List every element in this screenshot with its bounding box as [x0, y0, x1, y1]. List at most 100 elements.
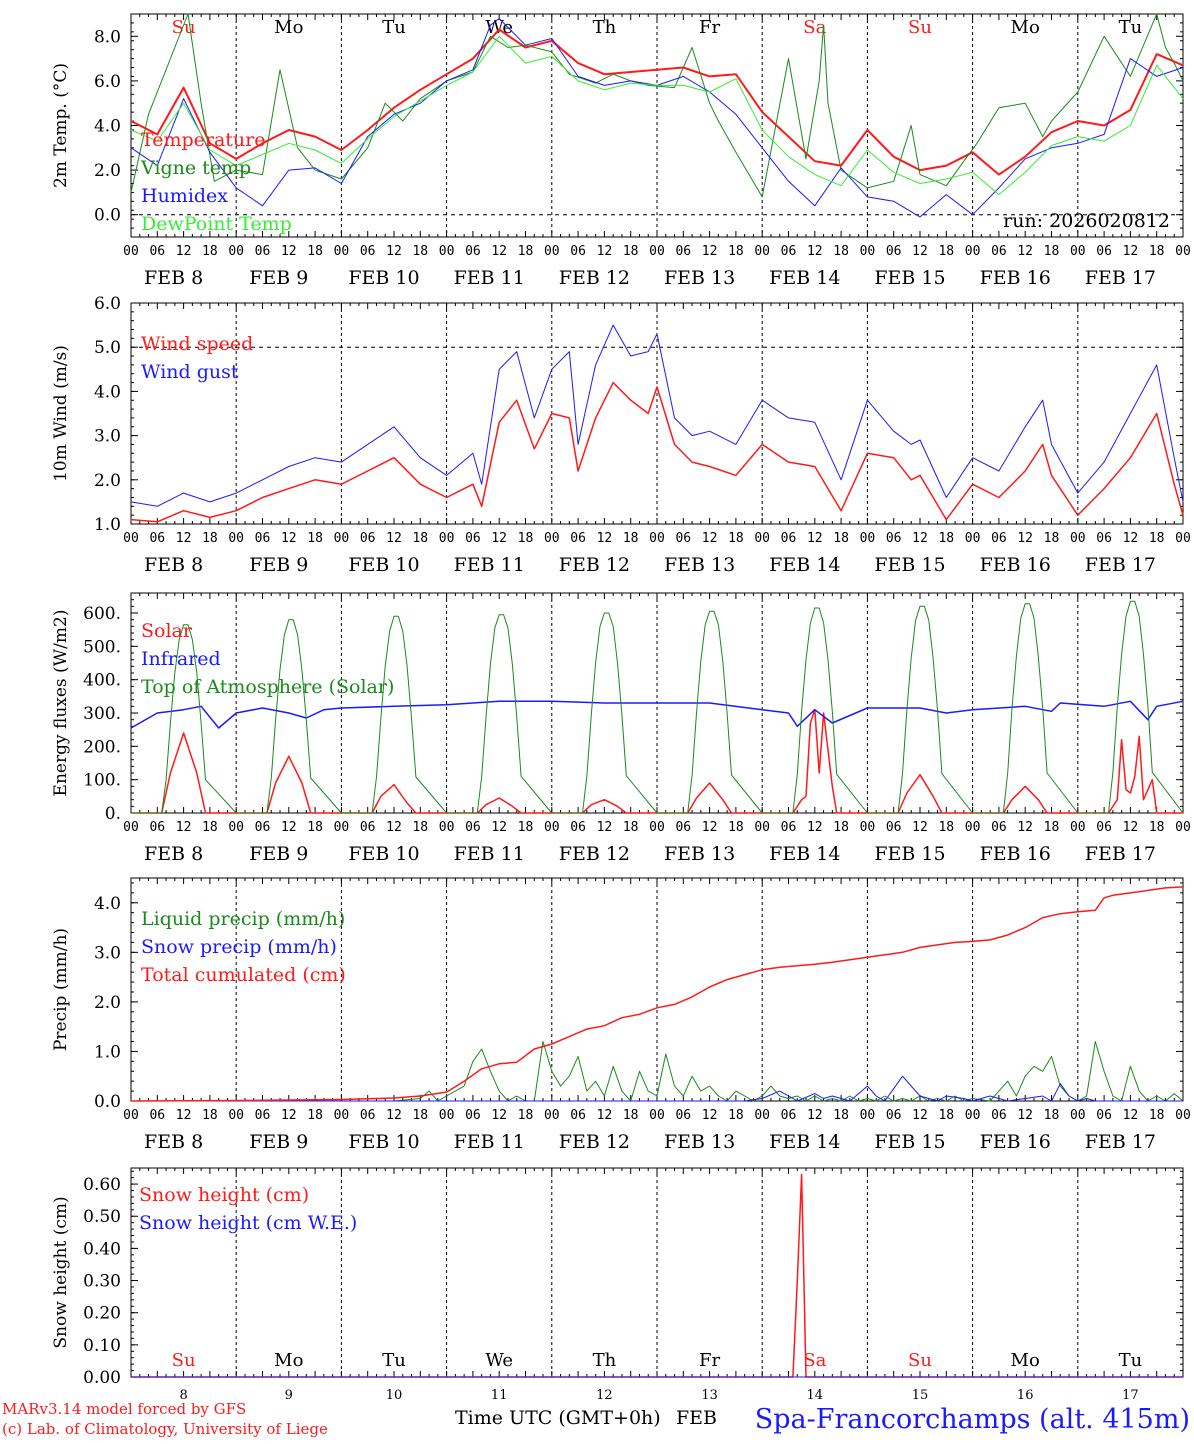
- x-hour-label: 12: [807, 1108, 823, 1123]
- x-hour-label: 18: [1044, 1108, 1060, 1123]
- weekday-label: Fr: [699, 1350, 720, 1371]
- x-hour-label: 12: [281, 820, 297, 835]
- series-line-vigne-temp: [130, 13, 1184, 198]
- y-tick-label: 100.: [83, 771, 121, 791]
- x-hour-label: 18: [202, 1108, 218, 1123]
- x-hour-label: 12: [176, 1108, 192, 1123]
- y-tick-label: 600.: [83, 604, 121, 624]
- x-hour-label: 06: [255, 820, 271, 835]
- x-hour-label: 06: [886, 1108, 902, 1123]
- x-hour-label: 12: [176, 820, 192, 835]
- x-hour-label: 00: [860, 244, 876, 259]
- y-axis-title: Energy fluxes (W/m2): [51, 610, 71, 797]
- x-hour-label: 18: [833, 1108, 849, 1123]
- series-line-snow-precip-mm-h-: [131, 1075, 1183, 1102]
- x-date-label: FEB 16: [980, 1131, 1051, 1153]
- x-hour-label: 18: [623, 820, 639, 835]
- x-date-label: FEB 11: [454, 267, 525, 289]
- x-hour-label: 12: [807, 244, 823, 259]
- x-date-label: FEB 15: [874, 843, 945, 865]
- x-hour-label: 12: [491, 1108, 507, 1123]
- x-day-number: 13: [701, 1388, 718, 1403]
- legend-label: Snow precip (mm/h): [141, 936, 337, 958]
- x-date-label: FEB 9: [249, 1131, 308, 1153]
- x-hour-label: 00: [1070, 531, 1086, 546]
- x-date-label: FEB 14: [769, 554, 840, 576]
- y-tick-label: 2.0: [94, 993, 121, 1013]
- x-date-label: FEB 16: [980, 267, 1051, 289]
- x-hour-label: 00: [965, 820, 981, 835]
- x-hour-label: 00: [123, 820, 139, 835]
- x-date-label: FEB 8: [144, 554, 203, 576]
- x-hour-label: 00: [334, 1108, 350, 1123]
- x-date-label: FEB 9: [249, 843, 308, 865]
- x-hour-label: 18: [728, 1108, 744, 1123]
- x-day-number: 8: [179, 1388, 187, 1403]
- y-tick-label: 4.0: [94, 382, 121, 402]
- series-line-wind-speed: [130, 381, 1184, 523]
- weekday-label: We: [485, 17, 513, 38]
- x-hour-label: 12: [1123, 531, 1139, 546]
- x-date-label: FEB 12: [559, 1131, 630, 1153]
- legend-label: Top of Atmosphere (Solar): [141, 676, 394, 698]
- plot-frame: [130, 13, 1184, 238]
- x-hour-label: 00: [965, 1108, 981, 1123]
- y-tick-label: 6.0: [94, 72, 121, 92]
- x-hour-label: 06: [1096, 1108, 1112, 1123]
- series-line-top-of-atmosphere-solar-: [131, 600, 1184, 814]
- x-hour-label: 18: [518, 1108, 534, 1123]
- y-tick-label: 0.30: [83, 1272, 121, 1292]
- x-hour-label: 12: [702, 244, 718, 259]
- weekday-label: Tu: [382, 17, 406, 38]
- x-hour-label: 00: [334, 820, 350, 835]
- x-hour-label: 00: [439, 820, 455, 835]
- x-hour-label: 00: [649, 531, 665, 546]
- x-hour-label: 12: [176, 244, 192, 259]
- y-tick-label: 0.20: [83, 1304, 121, 1324]
- series-line-infrared: [130, 700, 1184, 729]
- x-hour-label: 06: [360, 531, 376, 546]
- x-hour-label: 06: [360, 820, 376, 835]
- x-hour-label: 12: [386, 1108, 402, 1123]
- x-hour-label: 00: [334, 531, 350, 546]
- x-hour-label: 00: [860, 531, 876, 546]
- x-date-label: FEB 11: [454, 843, 525, 865]
- x-hour-label: 18: [412, 244, 428, 259]
- legend-label: Wind speed: [141, 333, 253, 355]
- x-date-label: FEB 16: [980, 843, 1051, 865]
- x-hour-label: 18: [307, 820, 323, 835]
- x-date-label: FEB 11: [454, 554, 525, 576]
- x-hour-label: 18: [307, 244, 323, 259]
- x-hour-label: 06: [1096, 244, 1112, 259]
- legend-label: Infrared: [141, 648, 221, 670]
- y-tick-label: 5.0: [94, 338, 121, 358]
- x-hour-label: 06: [675, 244, 691, 259]
- x-hour-label: 18: [938, 1108, 954, 1123]
- weekday-label: Fr: [699, 17, 720, 38]
- x-hour-label: 06: [991, 531, 1007, 546]
- series-line-temperature: [130, 28, 1184, 176]
- x-axis-month: FEB: [676, 1407, 717, 1429]
- x-date-label: FEB 12: [559, 554, 630, 576]
- x-hour-label: 06: [781, 244, 797, 259]
- x-date-label: FEB 8: [144, 267, 203, 289]
- series-line-wind-gust: [130, 324, 1184, 507]
- x-hour-label: 06: [465, 1108, 481, 1123]
- x-hour-label: 18: [728, 531, 744, 546]
- y-axis-title: 10m Wind (m/s): [51, 345, 71, 482]
- x-hour-label: 12: [912, 531, 928, 546]
- x-hour-label: 18: [202, 244, 218, 259]
- x-hour-label: 12: [281, 531, 297, 546]
- x-date-label: FEB 17: [1085, 267, 1156, 289]
- panel-5: 0.00 0.10 0.20 0.30 0.40 0.50 0.60 Snow height …: [51, 1167, 1184, 1403]
- weekday-label: Su: [172, 1350, 196, 1371]
- series-line-solar: [131, 708, 1183, 814]
- x-hour-label: 06: [465, 244, 481, 259]
- weekday-label: Mo: [1011, 1350, 1040, 1371]
- x-hour-label: 12: [281, 244, 297, 259]
- weekday-label: Mo: [1011, 17, 1040, 38]
- x-hour-label: 12: [1123, 820, 1139, 835]
- x-hour-label: 06: [570, 244, 586, 259]
- y-tick-label: 0.10: [83, 1336, 121, 1356]
- y-axis-title: Precip (mm/h): [51, 928, 71, 1051]
